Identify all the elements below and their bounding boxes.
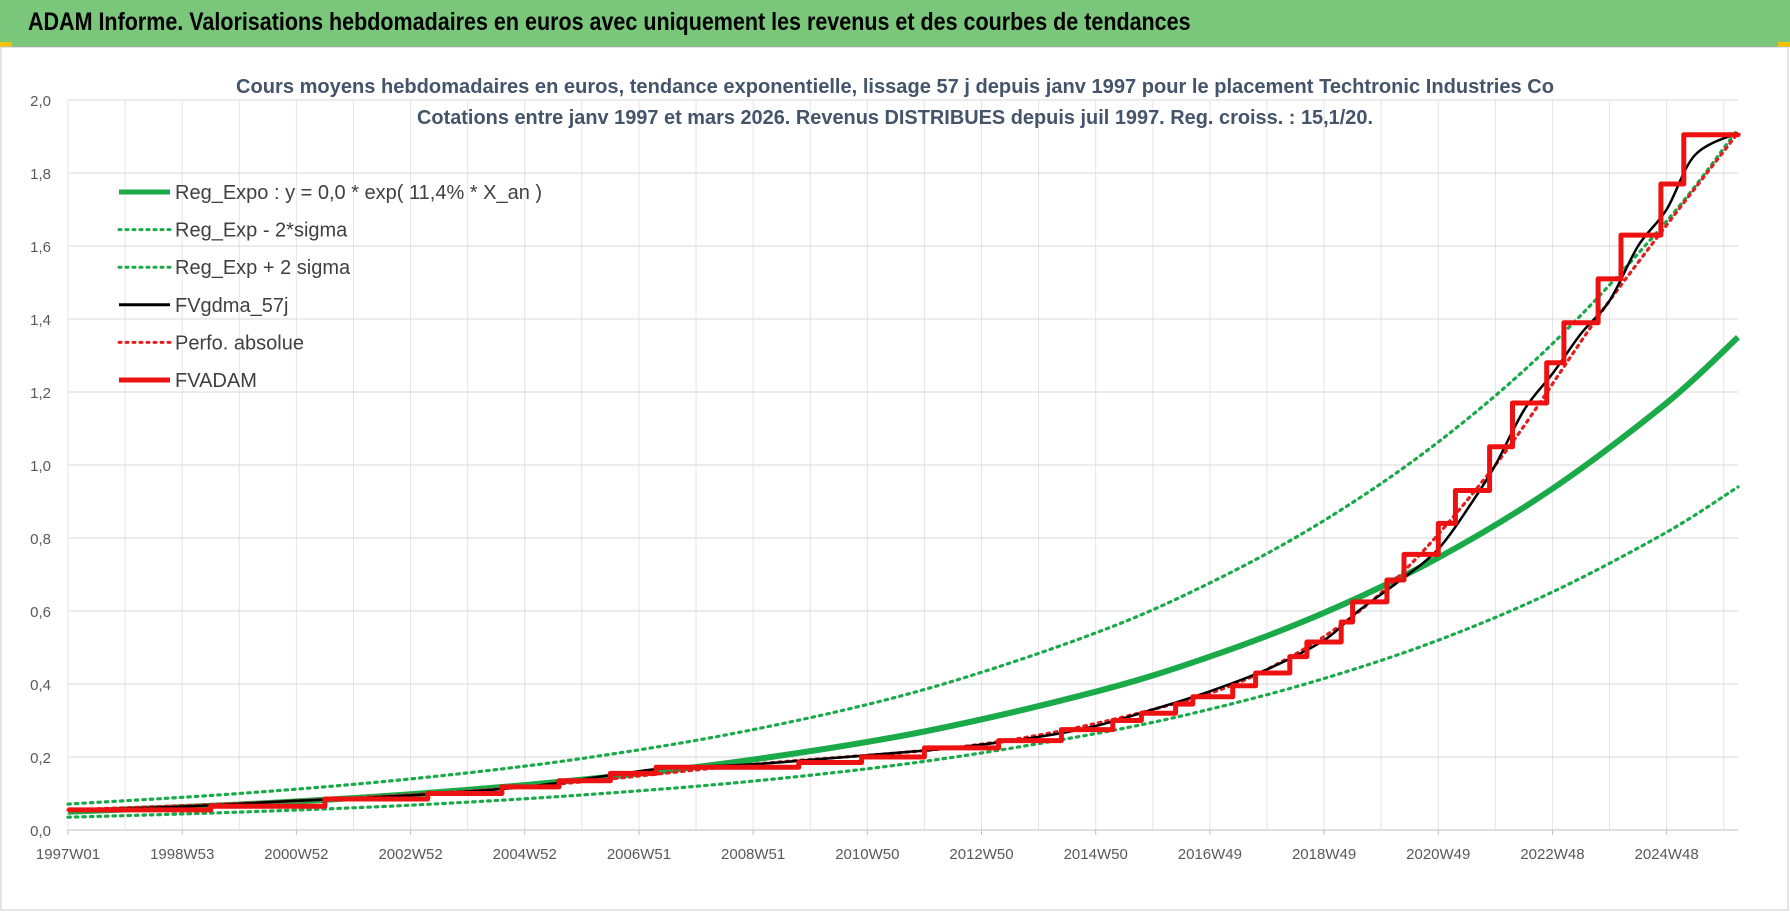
y-tick-label: 0,0 [30, 823, 51, 840]
corner-marker [0, 42, 12, 47]
series-reg-exp-minus-2sigma-legend-label: Reg_Exp - 2*sigma [175, 220, 348, 242]
x-tick-label: 2002W52 [378, 846, 442, 863]
report-banner-title: ADAM Informe. Valorisations hebdomadaire… [28, 8, 1191, 36]
corner-marker [1778, 42, 1790, 47]
y-tick-label: 2,0 [30, 93, 51, 110]
x-tick-label: 2006W51 [607, 846, 671, 863]
chart-subtitle: Cotations entre janv 1997 et mars 2026. … [417, 106, 1373, 129]
series-reg-exp-plus-2sigma-line [66, 127, 1740, 806]
y-tick-label: 0,8 [30, 531, 51, 548]
x-tick-label: 2014W50 [1064, 846, 1128, 863]
chart-title: Cours moyens hebdomadaires en euros, ten… [236, 75, 1554, 98]
report-banner: ADAM Informe. Valorisations hebdomadaire… [0, 0, 1790, 47]
legend: Reg_Expo : y = 0,0 * exp( 11,4% * X_an )… [117, 182, 542, 392]
series-reg-expo-legend-label: Reg_Expo : y = 0,0 * exp( 11,4% * X_an ) [175, 182, 542, 204]
y-tick-label: 1,8 [30, 166, 51, 183]
chart-border [0, 46, 1789, 911]
series-perfo-absolue-legend-label: Perfo. absolue [175, 332, 304, 354]
y-tick-label: 0,4 [30, 677, 51, 694]
series-fvadam-line [68, 132, 1741, 813]
x-tick-label: 2008W51 [721, 846, 785, 863]
y-tick-label: 1,0 [30, 458, 51, 475]
x-tick-label: 2016W49 [1178, 846, 1242, 863]
x-tick-label: 2018W49 [1292, 846, 1356, 863]
y-tick-label: 0,2 [30, 750, 51, 767]
x-tick-label: 1997W01 [36, 846, 100, 863]
y-tick-label: 1,2 [30, 385, 51, 402]
series-reg-exp-minus-2sigma-line [66, 485, 1740, 819]
x-tick-label: 2022W48 [1520, 846, 1584, 863]
y-tick-label: 1,6 [30, 239, 51, 256]
series-reg-exp-plus-2sigma-legend-label: Reg_Exp + 2 sigma [175, 257, 351, 279]
x-tick-label: 2000W52 [264, 846, 328, 863]
series-reg-expo-line [67, 334, 1741, 815]
y-tick-label: 1,4 [30, 312, 51, 329]
x-tick-label: 2020W49 [1406, 846, 1470, 863]
axes: 0,0 0,2 0,4 0,6 0,8 1,0 1,2 1,4 1,6 1,8 2,0 1997W01… [30, 93, 1738, 863]
y-tick-label: 0,6 [30, 604, 51, 621]
x-tick-label: 1998W53 [150, 846, 214, 863]
x-tick-label: 2024W48 [1635, 846, 1699, 863]
x-tick-label: 2004W52 [493, 846, 557, 863]
plot-area [66, 127, 1741, 819]
x-tick-label: 2012W50 [949, 846, 1013, 863]
series-fvgdma-57j-legend-label: FVgdma_57j [175, 295, 288, 317]
x-tick-label: 2010W50 [835, 846, 899, 863]
series-fvadam-legend-label: FVADAM [175, 370, 257, 392]
